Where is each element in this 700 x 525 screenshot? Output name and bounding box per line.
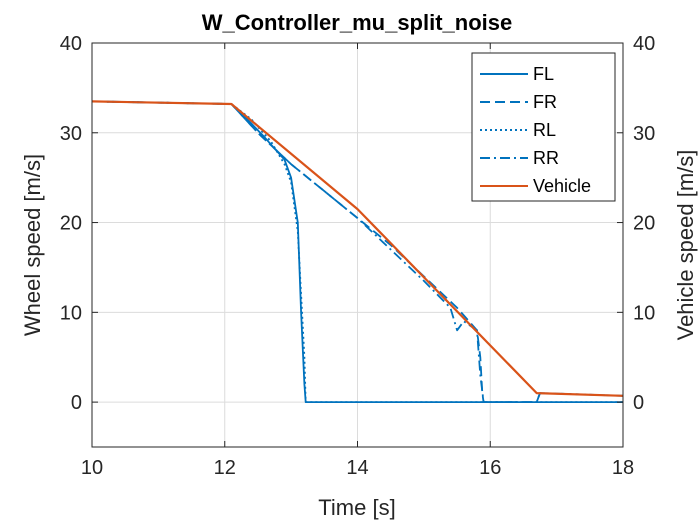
chart-title: W_Controller_mu_split_noise bbox=[202, 10, 513, 35]
legend-label-vehicle: Vehicle bbox=[533, 176, 591, 196]
x-axis-label: Time [s] bbox=[318, 495, 395, 520]
y-tick-label-left: 0 bbox=[71, 392, 82, 414]
x-tick-label: 10 bbox=[81, 457, 103, 479]
y-tick-label-left: 10 bbox=[60, 302, 82, 324]
legend-label-fl: FL bbox=[533, 64, 554, 84]
legend-label-rl: RL bbox=[533, 120, 556, 140]
x-tick-label: 16 bbox=[479, 457, 501, 479]
y-tick-label-right: 20 bbox=[633, 213, 655, 235]
y-tick-label-left: 20 bbox=[60, 213, 82, 235]
legend: FL FR RL RR Vehicle bbox=[471, 52, 616, 202]
series-lines bbox=[91, 100, 624, 404]
tick-labels: 10 12 14 16 18 0 0 10 10 20 20 30 30 40 40 bbox=[60, 33, 656, 479]
y-axis-label-right: Vehicle speed [m/s] bbox=[673, 150, 698, 341]
legend-label-fr: FR bbox=[533, 92, 557, 112]
y-tick-label-right: 40 bbox=[633, 33, 655, 55]
x-tick-label: 18 bbox=[612, 457, 634, 479]
y-axis-label-left: Wheel speed [m/s] bbox=[20, 154, 45, 336]
tick-marks bbox=[91, 42, 624, 447]
y-tick-label-right: 10 bbox=[633, 302, 655, 324]
y-tick-label-right: 0 bbox=[633, 392, 644, 414]
series-line-vehicle bbox=[91, 100, 624, 397]
x-tick-label: 14 bbox=[346, 457, 368, 479]
x-tick-label: 12 bbox=[214, 457, 236, 479]
legend-box bbox=[471, 52, 616, 202]
y-tick-label-left: 30 bbox=[60, 123, 82, 145]
series-line-rr bbox=[91, 100, 624, 404]
y-tick-label-left: 40 bbox=[60, 33, 82, 55]
y-tick-label-right: 30 bbox=[633, 123, 655, 145]
legend-label-rr: RR bbox=[533, 148, 559, 168]
